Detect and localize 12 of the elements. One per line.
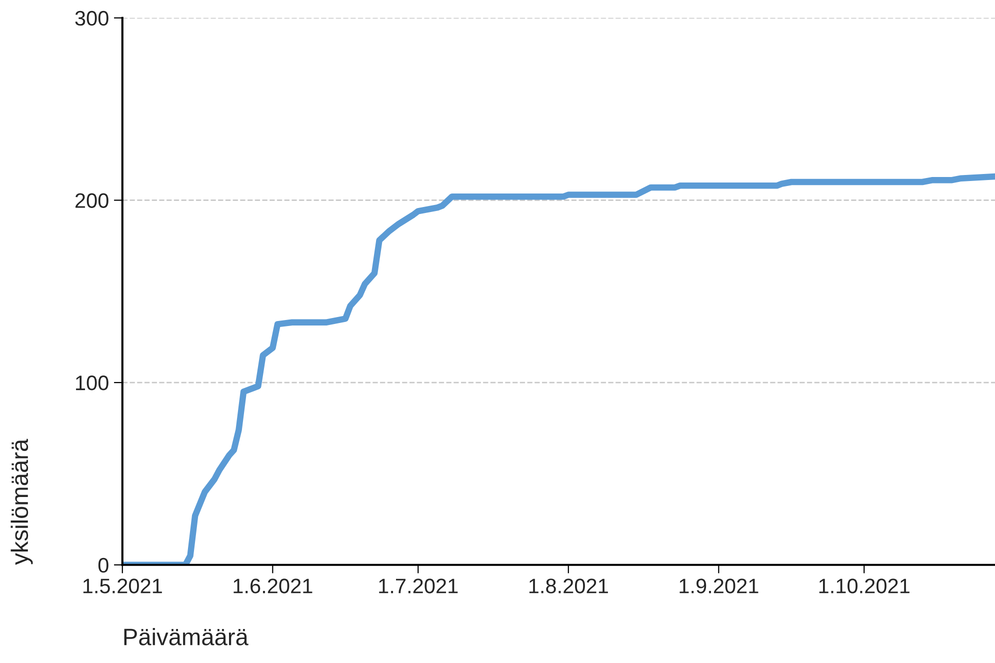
x-tick-label: 1.10.2021 xyxy=(819,578,910,594)
y-tick-label: 200 xyxy=(75,193,108,208)
x-tick-label: 1.9.2021 xyxy=(680,578,758,594)
x-tick-label: 1.8.2021 xyxy=(529,578,608,594)
y-tick-label: 100 xyxy=(76,376,108,390)
y-axis-title: yksilömäärä xyxy=(10,438,33,565)
x-tick-label: 1.5.2021 xyxy=(83,578,162,594)
y-tick-label: 0 xyxy=(98,558,108,573)
x-axis-title: Päivämäärä xyxy=(124,628,248,646)
x-tick-label: 1.6.2021 xyxy=(234,578,312,594)
y-tick-label: 300 xyxy=(75,10,108,26)
x-tick-label: 1.7.2021 xyxy=(379,578,458,594)
